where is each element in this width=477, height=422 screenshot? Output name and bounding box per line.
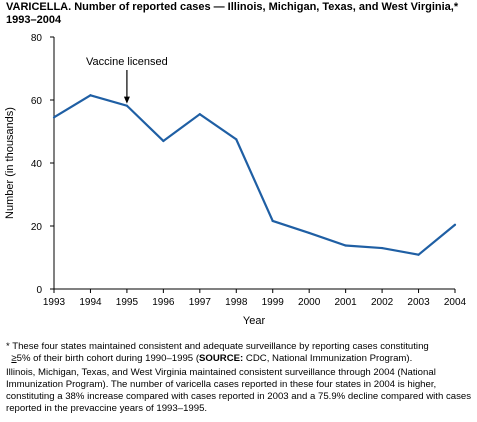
annotation-arrow-head: [123, 96, 130, 104]
x-tick-label: 2000: [298, 297, 321, 308]
data-point: [271, 219, 274, 223]
data-point: [417, 253, 420, 256]
data-point: [125, 104, 129, 107]
x-tick-label: 1993: [43, 297, 66, 308]
x-axis-label: Year: [243, 315, 266, 327]
footnote-line2: ≥5% of their birth cohort during 1990–19…: [6, 353, 472, 365]
data-point: [344, 244, 347, 247]
x-tick-label: 1995: [116, 297, 139, 308]
y-axis-ticks: 0 20 40 60 80: [31, 33, 54, 296]
ge-symbol: ≥: [11, 353, 17, 364]
x-tick-label: 2004: [444, 297, 467, 308]
line-chart: 0 20 40 60 80 1993 1994 1995 1996 1997 1998 1999 20…: [4, 33, 467, 327]
x-tick-label: 1997: [189, 297, 212, 308]
source-text: CDC, National Immunization Program).: [243, 353, 413, 364]
source-label: SOURCE:: [199, 353, 244, 364]
x-tick-label: 1994: [79, 297, 102, 308]
footnote-line1: * These four states maintained consisten…: [6, 341, 429, 352]
data-point: [162, 139, 165, 143]
footnote-line2-text: 5% of their birth cohort during 1990–199…: [16, 353, 200, 364]
data-point: [198, 113, 201, 116]
data-point: [52, 116, 56, 119]
chart-title: VARICELLA. Number of reported cases — Il…: [6, 1, 472, 27]
y-tick-label: 0: [36, 285, 42, 296]
y-tick-label: 80: [31, 33, 43, 44]
data-point: [453, 223, 457, 226]
footnote-paragraph: Illinois, Michigan, Texas, and West Virg…: [6, 367, 472, 414]
chart-title-line1: VARICELLA. Number of reported cases — Il…: [6, 1, 459, 13]
chart-title-line2: 1993–2004: [6, 14, 62, 26]
y-tick-label: 60: [31, 96, 43, 107]
annotation-label: Vaccine licensed: [86, 56, 168, 68]
y-tick-label: 20: [31, 222, 43, 233]
x-tick-label: 1998: [225, 297, 248, 308]
data-point: [235, 138, 238, 141]
chart-series: [52, 94, 457, 256]
data-point: [89, 94, 92, 97]
y-tick-label: 40: [31, 159, 43, 170]
vaccine-annotation: Vaccine licensed: [86, 56, 168, 104]
x-tick-label: 2003: [407, 297, 430, 308]
series-line: [53, 94, 456, 256]
x-tick-label: 2001: [335, 297, 358, 308]
footnote-asterisk: * These four states maintained consisten…: [6, 341, 472, 365]
x-axis-ticks: 1993 1994 1995 1996 1997 1998 1999 2000 2001 2002…: [43, 289, 467, 308]
x-tick-label: 2002: [371, 297, 394, 308]
x-tick-label: 1996: [152, 297, 175, 308]
x-tick-label: 1999: [262, 297, 285, 308]
data-point: [380, 246, 384, 250]
y-axis-label: Number (in thousands): [4, 107, 16, 219]
data-point: [308, 231, 311, 235]
